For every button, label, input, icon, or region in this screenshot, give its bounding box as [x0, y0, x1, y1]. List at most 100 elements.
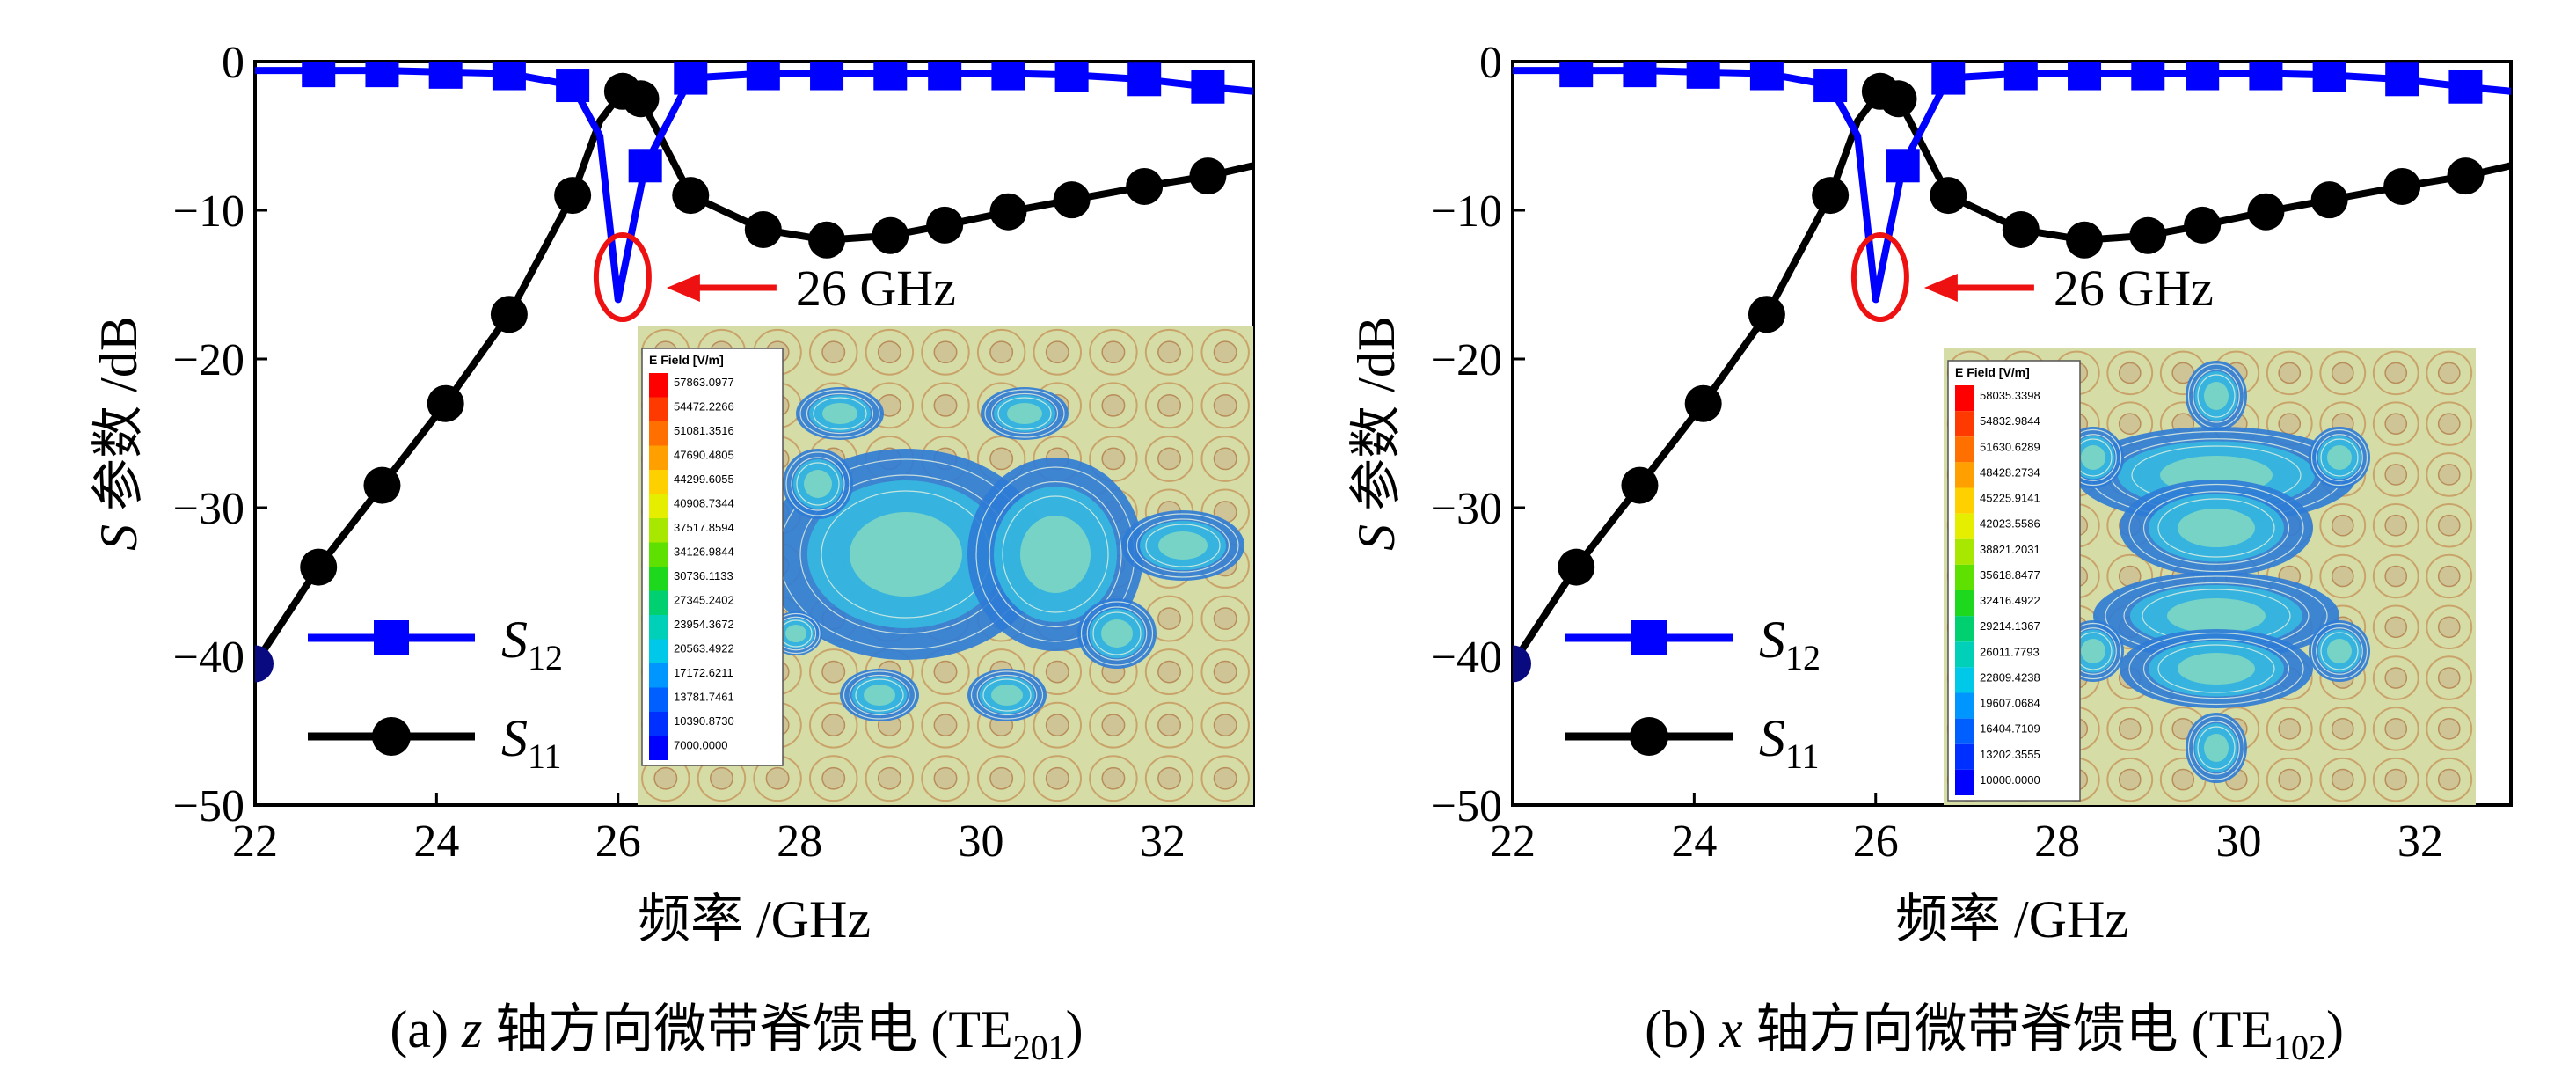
inset-cell-inner	[1045, 766, 1069, 790]
inset-cell-inner	[2384, 718, 2408, 740]
colorbar-swatch	[1955, 667, 1974, 693]
colorbar-swatch	[1955, 769, 1974, 795]
field-blob-inner	[2204, 382, 2229, 410]
colorbar-value: 26011.7793	[1980, 645, 2040, 658]
marker-circle-s11	[1126, 167, 1164, 205]
legend-marker-circle	[372, 717, 411, 756]
marker-circle-s11	[989, 193, 1027, 231]
x-axis-label: 频率 /GHz	[1895, 890, 2128, 948]
colorbar-value: 42023.5586	[1980, 517, 2040, 531]
inset-cell-outer	[809, 328, 858, 376]
inset-cell-outer	[2266, 707, 2313, 751]
colorbar-value: 58035.3398	[1980, 389, 2040, 402]
inset-cell-outer	[1144, 701, 1194, 749]
caption-sub: 102	[2273, 1028, 2326, 1067]
inset-cell-inner	[2384, 667, 2408, 689]
inset-cell-inner	[1213, 447, 1237, 471]
inset-cell-outer	[2372, 553, 2419, 599]
colorbar-title: E Field [V/m]	[1955, 365, 2030, 379]
legend-label-sub: 12	[528, 638, 563, 677]
plot-area	[255, 62, 1253, 683]
inset-cell-outer	[2426, 553, 2473, 599]
inset-cell-inner	[2437, 565, 2461, 588]
field-contour	[791, 457, 845, 511]
marker-square-s12	[991, 62, 1025, 91]
inset-cell-inner	[2437, 616, 2461, 639]
field-blob-inner	[822, 403, 857, 424]
marker-circle-s11	[1513, 645, 1531, 683]
figure-caption: (a) z 轴方向微带脊馈电 (TE201)	[390, 1000, 1083, 1067]
inset-cell-outer	[809, 701, 858, 749]
highlight-ellipse	[593, 232, 652, 323]
y-tick-label: −20	[173, 335, 244, 385]
inset-cell-inner	[2384, 413, 2408, 435]
inset-cell-outer	[2372, 655, 2419, 700]
field-contour	[2128, 483, 2304, 573]
marker-circle-s11	[2184, 206, 2222, 244]
marker-circle-s11	[2002, 210, 2040, 248]
inset-cell-outer	[2106, 757, 2154, 802]
marker-square-s12	[1623, 62, 1657, 88]
inset-cell-inner	[1101, 447, 1126, 471]
caption-sub: 201	[1013, 1028, 1066, 1067]
inset-cell-outer	[1089, 755, 1138, 802]
colorbar-swatch	[649, 494, 668, 518]
colorbar-value: 47690.4805	[674, 449, 734, 462]
field-contour	[855, 678, 904, 712]
inset-cell-outer	[2426, 707, 2473, 751]
colorbar-value: 19607.0684	[1980, 697, 2040, 710]
inset-cell-inner	[1157, 340, 1182, 364]
colorbar-swatch	[1955, 513, 1974, 539]
colorbar-swatch	[1955, 436, 1974, 463]
colorbar-swatch	[649, 736, 668, 760]
colorbar-swatch	[1955, 385, 1974, 412]
marker-square-s12	[2385, 62, 2419, 97]
field-contour	[1135, 518, 1230, 573]
inset-cell-inner	[821, 766, 846, 790]
inset-cell-outer	[921, 701, 970, 749]
legend-label-sub: 11	[528, 736, 562, 776]
y-tick-label: −30	[173, 484, 244, 534]
legend-marker-square	[1631, 620, 1667, 655]
field-contour	[2128, 632, 2304, 706]
inset-cell-inner	[765, 766, 790, 790]
colorbar-value: 51630.6289	[1980, 440, 2040, 453]
marker-square-s12	[1559, 62, 1594, 88]
inset-cell-outer	[2106, 707, 2154, 751]
colorbar-value: 57863.0977	[674, 376, 734, 389]
inset-cell-inner	[877, 340, 901, 364]
colorbar-value: 22809.4238	[1980, 670, 2040, 684]
inset-cell-inner	[2171, 768, 2195, 791]
marker-circle-s11	[2310, 181, 2348, 219]
marker-circle-s11	[744, 210, 782, 248]
inset-cell-inner	[933, 340, 958, 364]
field-contour	[2193, 721, 2240, 775]
x-tick-label: 32	[2397, 816, 2443, 867]
inset-cell-outer	[1089, 701, 1138, 749]
inset-cell-outer	[1144, 382, 1194, 429]
field-blob-inner	[2081, 639, 2105, 663]
marker-circle-s11	[808, 221, 846, 259]
colorbar-swatch	[1955, 538, 1974, 565]
inset-cell-inner	[933, 393, 958, 417]
marker-circle-s11	[1189, 157, 1227, 195]
colorbar-value: 10000.0000	[1980, 773, 2040, 787]
colorbar-swatch	[649, 687, 668, 712]
marker-circle-s11	[554, 177, 592, 215]
colorbar-value: 23954.3672	[674, 618, 734, 631]
field-contour	[1092, 611, 1142, 655]
colorbar-swatch	[649, 615, 668, 640]
y-axis-label: S 参数 /dB	[90, 316, 148, 551]
caption-prefix: (a)	[390, 1000, 462, 1058]
colorbar-value: 10390.8730	[674, 714, 734, 728]
colorbar-value: 54832.9844	[1980, 414, 2040, 428]
colorbar-value: 29214.1367	[1980, 619, 2040, 633]
inset-cell-inner	[1213, 714, 1237, 737]
inset-cell-inner	[2437, 514, 2461, 537]
inset-cell-outer	[2426, 401, 2473, 446]
colorbar-swatch	[649, 542, 668, 567]
inset-cell-outer	[1200, 435, 1250, 482]
marker-circle-s11	[872, 216, 909, 254]
field-contour	[1145, 524, 1221, 567]
field-contour	[2310, 428, 2368, 487]
